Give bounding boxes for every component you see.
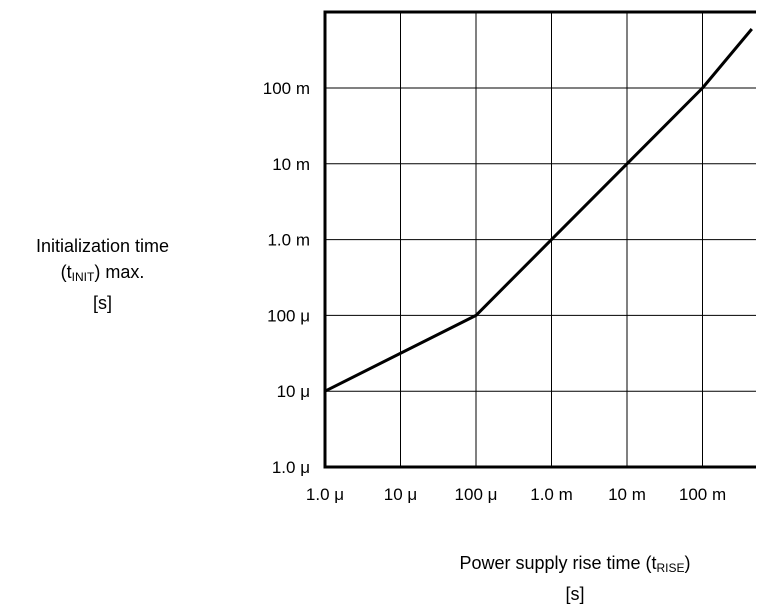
y-axis-label-sub: INIT [71,270,95,284]
x-tick-label: 100 μ [455,485,498,504]
x-tick-label: 10 m [608,485,646,504]
x-tick-label: 1.0 μ [306,485,344,504]
y-tick-labels: 1.0 μ 10 μ 100 μ 1.0 m 10 m 100 m [263,79,310,477]
plot-frame [323,10,756,469]
y-axis-label-line1: Initialization time [35,236,170,256]
y-axis-label-post: ) max. [94,262,145,282]
y-tick-label: 10 m [272,155,310,174]
y-axis-label-line2: (tINIT) max. [0,259,205,290]
x-axis-label-pre: Power supply rise time (t [459,553,657,573]
y-tick-label: 10 μ [277,382,310,401]
y-tick-label: 1.0 μ [272,458,310,477]
x-axis-label-sub: RISE [656,561,685,575]
x-tick-labels: 1.0 μ 10 μ 100 μ 1.0 m 10 m 100 m [306,485,726,504]
y-axis-label-pre: (t [60,262,72,282]
series-line [324,28,753,393]
y-tick-label: 100 m [263,79,310,98]
x-axis-label-post: ) [684,553,691,573]
x-tick-label: 1.0 m [530,485,573,504]
x-axis-label: Power supply rise time (tRISE) [s] [380,550,769,607]
x-axis-label-line1: Power supply rise time (tRISE) [380,550,769,581]
y-axis-label-line3: [s] [92,293,112,313]
series-group [324,28,753,393]
x-axis-label-line2: [s] [565,584,585,604]
grid [325,12,756,467]
y-tick-label: 1.0 m [267,231,310,250]
x-tick-label: 10 μ [384,485,417,504]
x-tick-label: 100 m [679,485,726,504]
y-tick-label: 100 μ [267,306,310,325]
y-axis-label: Initialization time (tINIT) max. [s] [0,233,205,316]
